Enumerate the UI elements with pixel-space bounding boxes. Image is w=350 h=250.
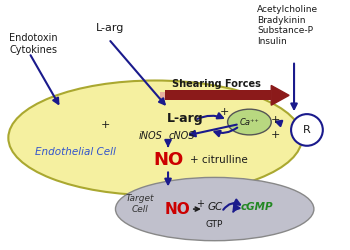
Text: +: + [220,107,229,117]
Text: Target
Cell: Target Cell [126,194,155,214]
Ellipse shape [116,178,314,241]
Text: +: + [271,130,280,140]
Text: +: + [101,120,110,130]
Text: + citrulline: + citrulline [190,154,248,164]
Text: L-arg: L-arg [167,112,203,124]
Text: cGMP: cGMP [241,202,274,212]
FancyBboxPatch shape [160,92,190,99]
Text: Shearing Forces: Shearing Forces [172,80,261,90]
FancyBboxPatch shape [165,90,271,100]
Text: Acetylcholine
Bradykinin
Substance-P
Insulin: Acetylcholine Bradykinin Substance-P Ins… [257,5,318,46]
Text: GTP: GTP [206,220,223,229]
Ellipse shape [8,80,302,195]
Text: Endothelial Cell: Endothelial Cell [35,147,116,157]
Text: R: R [303,125,311,135]
Text: NO: NO [165,202,191,216]
Text: NO: NO [153,150,183,168]
Ellipse shape [228,109,271,135]
Text: GC: GC [207,202,222,212]
Text: +: + [271,115,280,125]
Text: Endotoxin
Cytokines: Endotoxin Cytokines [9,33,58,55]
Text: +: + [196,199,204,209]
Polygon shape [271,86,289,105]
Circle shape [291,114,323,146]
Text: L-arg: L-arg [96,23,124,33]
Text: Ca⁺⁺: Ca⁺⁺ [239,118,259,126]
Text: iNOS: iNOS [138,131,162,141]
Text: cNOS: cNOS [168,131,195,141]
